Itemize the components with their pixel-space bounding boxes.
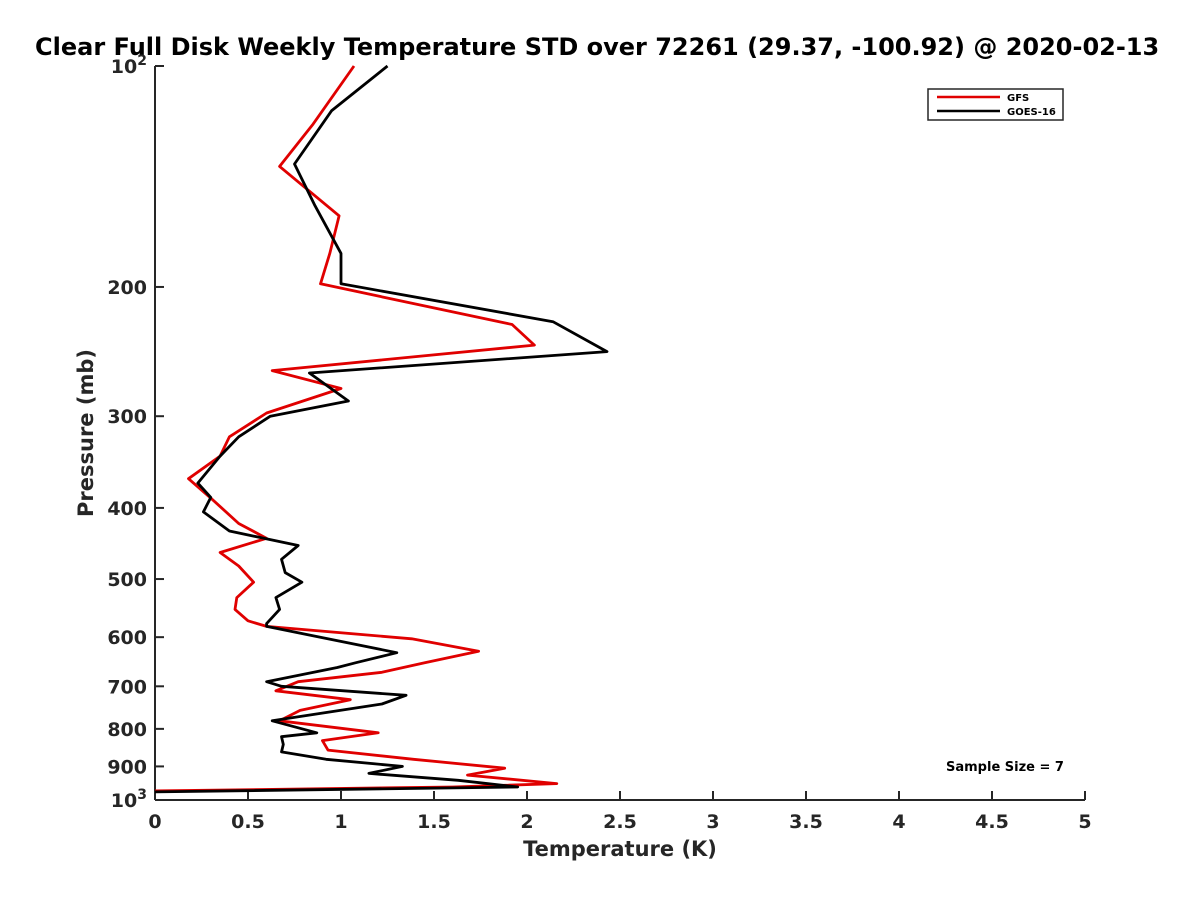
y-axis-label: Pressure (mb): [74, 349, 98, 517]
chart-title: Clear Full Disk Weekly Temperature STD o…: [35, 33, 1159, 61]
x-tick-label: 4.5: [975, 811, 1009, 833]
y-tick-base: 10: [111, 56, 137, 78]
x-axis-ticks: 0 0.5 1 1.5 2 2.5 3 3.5 4 4.5 5: [148, 791, 1092, 833]
y-tick-base: 10: [111, 790, 137, 812]
legend-label-gfs: GFS: [1007, 93, 1029, 104]
x-tick-label: 3: [706, 811, 719, 833]
y-tick-label: 800: [107, 719, 147, 741]
x-tick-label: 4: [892, 811, 905, 833]
y-tick-label: 102: [111, 53, 147, 78]
series-layer: [154, 64, 609, 794]
legend-box: [927, 88, 1064, 121]
x-tick-label: 3.5: [789, 811, 823, 833]
y-tick-label: 600: [107, 627, 147, 649]
y-tick-label: 200: [107, 277, 147, 299]
y-tick-label: 400: [107, 498, 147, 520]
series-line-goes16: [154, 64, 609, 794]
legend-label-goes16: GOES-16: [1007, 107, 1056, 118]
x-tick-label: 1.5: [417, 811, 451, 833]
y-tick-label: 700: [107, 676, 147, 698]
y-tick-exponent: 3: [137, 787, 147, 803]
x-tick-label: 1: [334, 811, 347, 833]
x-tick-label: 2: [520, 811, 533, 833]
y-tick-label: 900: [107, 756, 147, 778]
series-line-gfs: [154, 65, 559, 793]
y-tick-exponent: 2: [137, 53, 147, 69]
x-tick-label: 5: [1078, 811, 1091, 833]
x-axis-label: Temperature (K): [523, 837, 717, 861]
x-tick-label: 0: [148, 811, 161, 833]
y-tick-label: 103: [111, 787, 147, 812]
y-tick-label: 500: [107, 569, 147, 591]
y-tick-label: 300: [107, 406, 147, 428]
x-tick-label: 0.5: [231, 811, 265, 833]
x-tick-label: 2.5: [603, 811, 637, 833]
sample-size-annotation: Sample Size = 7: [946, 760, 1064, 775]
legend: GFS GOES-16: [927, 88, 1064, 121]
plot-frame: [154, 66, 1085, 801]
